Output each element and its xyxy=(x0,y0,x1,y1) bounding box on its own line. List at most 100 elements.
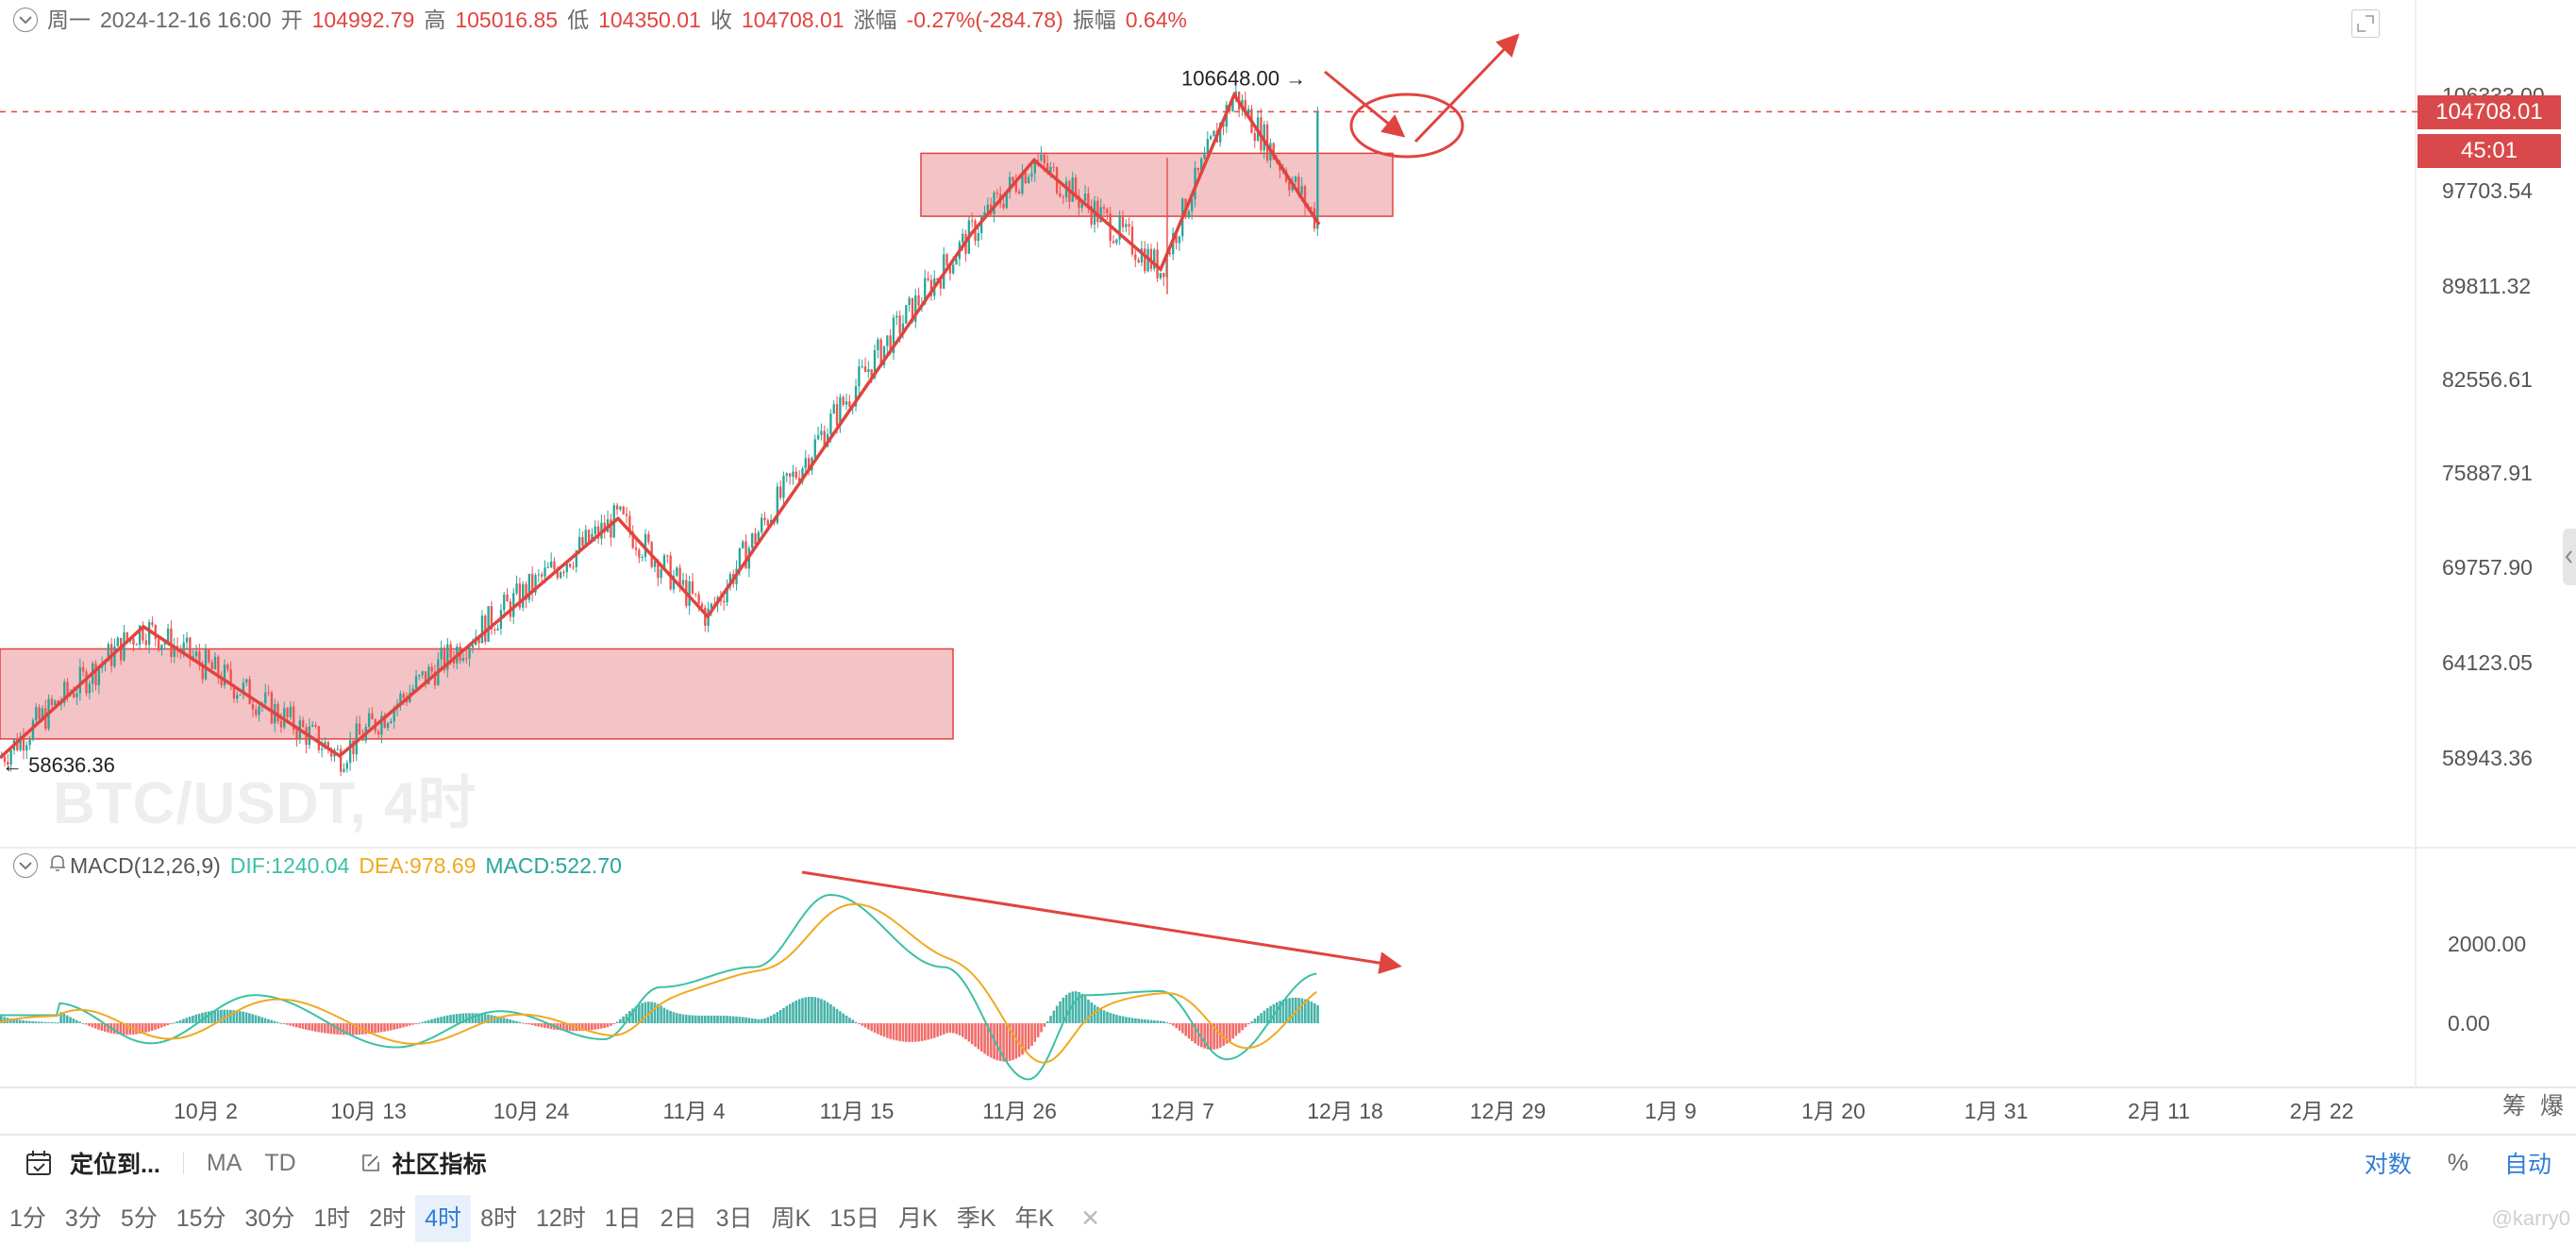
timeframe-2时[interactable]: 2时 xyxy=(369,1205,407,1232)
macd-histogram-bar xyxy=(376,1023,380,1033)
timeframe-8时[interactable]: 8时 xyxy=(480,1205,517,1232)
macd-histogram-bar xyxy=(1191,1023,1194,1042)
macd-histogram-bar xyxy=(691,1015,694,1023)
price-tick-label: 82556.61 xyxy=(2442,367,2533,392)
fullscreen-icon[interactable] xyxy=(2351,9,2380,38)
candle-body xyxy=(669,555,672,590)
community-indicators-button[interactable]: 社区指标 xyxy=(392,1152,487,1178)
candle-body xyxy=(1310,207,1313,209)
macd-histogram-bar xyxy=(213,1010,217,1023)
alert-bell-icon[interactable] xyxy=(47,852,68,879)
collapse-chevron-icon[interactable] xyxy=(13,8,38,32)
candle-body xyxy=(572,566,575,568)
ma-button[interactable]: MA xyxy=(206,1149,243,1176)
time-tick-label: 10月 13 xyxy=(330,1099,407,1123)
macd-histogram-bar xyxy=(948,1023,952,1034)
timeframe-周K[interactable]: 周K xyxy=(771,1205,811,1232)
calendar-icon[interactable] xyxy=(25,1149,53,1177)
candle-body xyxy=(22,735,25,751)
macd-histogram-bar xyxy=(895,1023,898,1041)
macd-histogram-bar xyxy=(820,999,823,1023)
side-panel-handle[interactable] xyxy=(2563,529,2576,585)
macd-histogram-bar xyxy=(845,1015,848,1023)
timeframe-15分[interactable]: 15分 xyxy=(176,1205,226,1232)
candle-body xyxy=(1074,177,1078,196)
macd-histogram-bar xyxy=(1106,1011,1109,1023)
candle-body xyxy=(927,278,929,280)
macd-histogram-bar xyxy=(587,1023,591,1031)
macd-histogram-bar xyxy=(317,1023,320,1033)
candle-body xyxy=(1253,133,1256,142)
macd-histogram-bar xyxy=(147,1023,151,1032)
candle-body xyxy=(28,739,31,746)
candle-body xyxy=(293,706,295,731)
auto-scale-button[interactable]: 自动 xyxy=(2503,1152,2551,1178)
candle-body xyxy=(135,644,138,646)
timeframe-月K[interactable]: 月K xyxy=(898,1205,938,1232)
candle-body xyxy=(763,517,766,521)
timeframe-1分[interactable]: 1分 xyxy=(9,1205,46,1232)
macd-histogram-bar xyxy=(813,997,817,1023)
macd-histogram-bar xyxy=(1200,1023,1203,1048)
macd-histogram-bar xyxy=(964,1023,967,1040)
candle-body xyxy=(870,369,873,379)
candle-body xyxy=(754,533,757,545)
macd-histogram-bar xyxy=(757,1019,761,1023)
timeframe-15日[interactable]: 15日 xyxy=(829,1205,879,1232)
timeframe-2日[interactable]: 2日 xyxy=(660,1205,697,1232)
timeframe-12时[interactable]: 12时 xyxy=(535,1205,586,1232)
macd-histogram-bar xyxy=(1125,1017,1128,1023)
close-icon[interactable]: ✕ xyxy=(1080,1205,1101,1232)
timeframe-30分[interactable]: 30分 xyxy=(244,1205,295,1232)
td-button[interactable]: TD xyxy=(264,1149,296,1176)
candle-body xyxy=(151,622,154,626)
candle-body xyxy=(289,706,293,717)
weekday: 周一 xyxy=(47,8,91,32)
macd-histogram-bar xyxy=(424,1020,427,1023)
candle-body xyxy=(660,569,662,579)
locate-button[interactable]: 定位到... xyxy=(70,1152,160,1178)
macd-histogram-bar xyxy=(1253,1019,1257,1023)
macd-histogram-bar xyxy=(525,1023,527,1024)
macd-histogram-bar xyxy=(1215,1023,1219,1050)
macd-histogram-bar xyxy=(1064,994,1068,1023)
macd-histogram-bar xyxy=(374,1023,376,1034)
macd-histogram-bar xyxy=(826,1002,829,1023)
macd-histogram-bar xyxy=(801,998,804,1023)
macd-histogram-bar xyxy=(1083,996,1087,1023)
macd-histogram-bar xyxy=(811,997,813,1023)
timeframe-5分[interactable]: 5分 xyxy=(120,1205,158,1232)
candle-body xyxy=(723,600,726,603)
timeframe-1日[interactable]: 1日 xyxy=(604,1205,642,1232)
edit-icon[interactable] xyxy=(360,1153,381,1173)
macd-histogram-bar xyxy=(970,1023,974,1045)
candle-body xyxy=(591,533,594,542)
candle-body xyxy=(267,692,270,694)
candle-body xyxy=(848,401,851,407)
macd-histogram-bar xyxy=(53,1022,57,1024)
timeframe-3分[interactable]: 3分 xyxy=(64,1205,102,1232)
macd-histogram-bar xyxy=(728,1016,732,1023)
collapse-chevron-icon[interactable] xyxy=(13,853,38,878)
timeframe-1时[interactable]: 1时 xyxy=(313,1205,351,1232)
timeframe-年K[interactable]: 年K xyxy=(1014,1205,1055,1232)
candle-body xyxy=(835,404,839,427)
candle-body xyxy=(1303,186,1307,207)
candle-body xyxy=(858,366,861,387)
macd-histogram-bar xyxy=(773,1014,776,1023)
log-scale-button[interactable]: 对数 xyxy=(2364,1152,2412,1178)
candle-body xyxy=(936,278,939,281)
macd-histogram-bar xyxy=(534,1023,537,1026)
candle-body xyxy=(449,644,452,659)
timeframe-4时[interactable]: 4时 xyxy=(415,1195,472,1242)
macd-histogram-bar xyxy=(766,1017,770,1023)
timeframe-季K[interactable]: 季K xyxy=(956,1205,996,1232)
timeframe-3日[interactable]: 3日 xyxy=(715,1205,753,1232)
up-arrow xyxy=(1413,33,1520,143)
percent-scale-button[interactable]: % xyxy=(2447,1149,2468,1176)
macd-histogram-bar xyxy=(637,1004,641,1023)
candle-body xyxy=(534,575,537,593)
liquidation-button: 爆 xyxy=(2540,1093,2564,1120)
macd-histogram-bar xyxy=(138,1023,142,1035)
